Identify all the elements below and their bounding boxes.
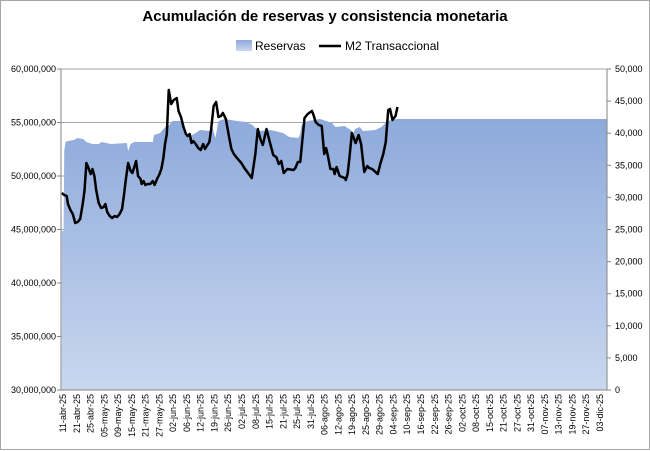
x-axis-tick-label: 19-jun-25 xyxy=(209,394,219,432)
x-axis-tick-label: 21-oct-25 xyxy=(499,394,509,432)
left-axis-tick-label: 50,000,000 xyxy=(11,171,56,181)
x-axis-tick-label: 31-oct-25 xyxy=(526,394,536,432)
x-axis-tick-label: 06-jun-25 xyxy=(182,394,192,432)
x-axis-tick-label: 06-ago-25 xyxy=(320,394,330,435)
x-axis-tick-label: 13-nov-25 xyxy=(554,394,564,435)
x-axis-tick-label: 27-nov-25 xyxy=(581,394,591,435)
reservas-area xyxy=(61,118,608,391)
x-axis-tick-label: 02-jul-25 xyxy=(237,394,247,429)
x-axis-tick-label: 16-sep-25 xyxy=(416,394,426,435)
x-axis-tick-label: 26-sep-25 xyxy=(444,394,454,435)
x-axis-tick-label: 25-ago-25 xyxy=(361,394,371,435)
x-axis-tick-label: 02-oct-25 xyxy=(457,394,467,432)
x-axis-tick-label: 21-jul-25 xyxy=(278,394,288,429)
x-axis-tick-label: 27-may-25 xyxy=(154,394,164,437)
right-axis-tick-label: 45,000 xyxy=(615,96,643,106)
x-axis-tick-label: 15-jul-25 xyxy=(265,394,275,429)
x-axis-tick-label: 29-ago-25 xyxy=(375,394,385,435)
left-axis-tick-label: 45,000,000 xyxy=(11,225,56,235)
x-axis-tick-label: 10-sep-25 xyxy=(402,394,412,435)
x-axis-tick-label: 05-may-25 xyxy=(99,394,109,437)
x-axis-tick-label: 02-jun-25 xyxy=(168,394,178,432)
x-axis-tick-label: 04-sep-25 xyxy=(388,394,398,435)
x-axis-tick-label: 21-may-25 xyxy=(141,394,151,437)
left-axis-tick-label: 40,000,000 xyxy=(11,278,56,288)
right-axis-tick-label: 20,000 xyxy=(615,257,643,267)
legend-m2-label: M2 Transaccional xyxy=(345,39,439,53)
x-axis-tick-label: 22-sep-25 xyxy=(430,394,440,435)
x-axis-tick-label: 21-abr-25 xyxy=(72,394,82,433)
x-axis-tick-label: 25-jul-25 xyxy=(292,394,302,429)
x-axis-tick-label: 25-abr-25 xyxy=(86,394,96,433)
x-axis-tick-label: 12-jun-25 xyxy=(196,394,206,432)
right-axis-tick-label: 25,000 xyxy=(615,225,643,235)
x-axis-tick-label: 07-nov-25 xyxy=(540,394,550,435)
right-axis-tick-label: 10,000 xyxy=(615,321,643,331)
legend-reservas-swatch xyxy=(236,40,252,51)
x-axis-tick-label: 19-ago-25 xyxy=(347,394,357,435)
x-axis-tick-label: 31-jul-25 xyxy=(306,394,316,429)
left-axis-tick-label: 55,000,000 xyxy=(11,118,56,128)
x-axis-tick-label: 11-abr-25 xyxy=(58,394,68,432)
m2-transaccional-line xyxy=(60,88,399,225)
right-axis-tick-label: 5,000 xyxy=(615,353,638,363)
right-axis-tick-label: 15,000 xyxy=(615,289,643,299)
x-axis-tick-label: 08-jul-25 xyxy=(251,394,261,429)
right-axis-tick-label: 50,000 xyxy=(615,64,643,74)
x-axis-tick-label: 19-nov-25 xyxy=(567,394,577,435)
left-axis-tick-label: 35,000,000 xyxy=(11,332,56,342)
left-axis-tick-label: 60,000,000 xyxy=(11,64,56,74)
x-axis-tick-label: 15-may-25 xyxy=(127,394,137,437)
x-axis-tick-label: 12-ago-25 xyxy=(333,394,343,435)
x-axis-tick-label: 09-may-25 xyxy=(113,394,123,437)
right-axis-tick-label: 40,000 xyxy=(615,128,643,138)
right-axis-tick-label: 0 xyxy=(615,385,620,395)
x-axis-tick-label: 26-jun-25 xyxy=(223,394,233,432)
x-axis-tick-label: 08-oct-25 xyxy=(471,394,481,432)
left-axis-tick-label: 30,000,000 xyxy=(11,385,56,395)
right-axis-tick-label: 35,000 xyxy=(615,160,643,170)
legend-reservas-label: Reservas xyxy=(255,39,306,53)
x-axis-tick-label: 03-dic-25 xyxy=(595,394,605,432)
chart-title: Acumulación de reservas y consistencia m… xyxy=(142,8,508,25)
x-axis-tick-label: 27-oct-25 xyxy=(512,394,522,432)
right-axis-tick-label: 30,000 xyxy=(615,192,643,202)
x-axis-tick-label: 15-oct-25 xyxy=(485,394,495,432)
